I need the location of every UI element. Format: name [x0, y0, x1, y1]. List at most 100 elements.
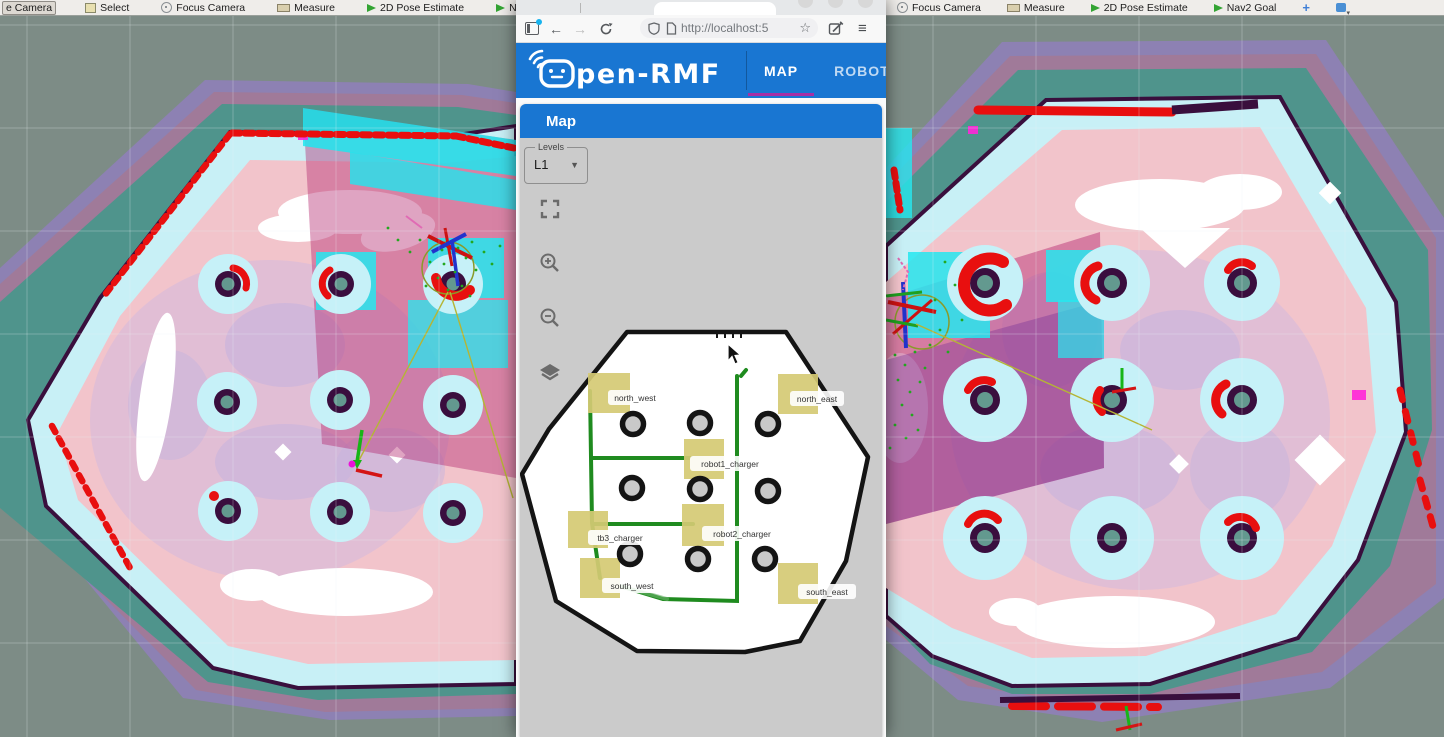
door-ticks: [716, 331, 742, 338]
tool-label: Measure: [1023, 1, 1065, 14]
laser-scan-right: [890, 105, 1438, 711]
waypoint-label[interactable]: south_west: [602, 578, 662, 593]
open-rmf-logo: pen-RMF: [528, 49, 721, 90]
waypoint-label[interactable]: north_east: [790, 391, 844, 406]
page-icon[interactable]: [666, 21, 677, 35]
measure-tool[interactable]: Measure: [274, 1, 338, 15]
tabs-divider: [746, 51, 747, 90]
waypoint-label[interactable]: tb3_charger: [588, 530, 652, 545]
costmap-right-layers: [886, 40, 1444, 732]
bookmark-star-icon[interactable]: ☆: [799, 20, 811, 35]
rmf-nav-tabs: MAP ROBOTS: [746, 43, 886, 98]
particle-cloud-left: [386, 226, 502, 298]
fullscreen-button[interactable]: [537, 196, 563, 222]
move-camera-tool[interactable]: e Camera: [2, 0, 57, 15]
svg-text:robot2_charger: robot2_charger: [713, 529, 771, 539]
tool-label: 2D Pose Estimate: [380, 1, 465, 14]
layers-icon: [540, 364, 560, 381]
svg-text:robot1_charger: robot1_charger: [701, 459, 759, 469]
zoom-out-button[interactable]: [537, 305, 563, 331]
particle-cloud-right: [888, 260, 964, 450]
mouse-cursor: [727, 342, 742, 365]
svg-text:tb3_charger: tb3_charger: [597, 533, 643, 543]
shield-icon[interactable]: [648, 21, 660, 35]
measure-tool[interactable]: Measure: [1004, 1, 1068, 15]
svg-text:south_east: south_east: [806, 587, 848, 597]
pose-estimate-tool[interactable]: 2D Pose Estimate: [1088, 1, 1191, 15]
robot-marker-left: [386, 215, 502, 298]
rviz-canvas-left[interactable]: [0, 0, 516, 737]
waypoint-label[interactable]: north_west: [608, 390, 662, 405]
tool-label: e Camera: [6, 1, 53, 14]
free-space-blobs: [886, 174, 1346, 648]
waypoint-label[interactable]: robot1_charger: [690, 456, 770, 471]
pose-estimate-tool[interactable]: 2D Pose Estimate: [364, 1, 467, 15]
window-maximize-button[interactable]: [828, 0, 843, 8]
green-arrow-icon: [496, 3, 506, 12]
planned-path-right: [915, 323, 1153, 431]
focus-camera-tool[interactable]: Focus Camera: [158, 1, 248, 15]
zoom-in-button[interactable]: [537, 250, 563, 276]
green-arrow-icon: [1090, 3, 1100, 12]
pillars-left: [197, 254, 483, 543]
blue-square-icon: ▾: [1335, 3, 1350, 17]
extension-icon[interactable]: [828, 21, 844, 36]
goal-pose-marker-left: [348, 429, 383, 478]
zoom-out-icon: [540, 308, 559, 327]
active-browser-tab[interactable]: [654, 2, 776, 15]
measure-icon: [1006, 3, 1020, 12]
map-panel-header: Map: [520, 104, 882, 138]
tool-label: Select: [100, 1, 130, 14]
map-panel: Map Levels L1 ▼: [520, 104, 882, 737]
focus-camera-icon: [897, 2, 908, 13]
plus-icon: +: [1302, 0, 1310, 15]
browser-tab-bar: [516, 0, 886, 15]
level-value: L1: [534, 157, 549, 172]
address-bar[interactable]: http://localhost:5 ☆: [640, 18, 818, 38]
nav2-goal-tool[interactable]: Nav2 Goal: [1211, 1, 1280, 15]
menu-icon[interactable]: ≡: [858, 20, 867, 37]
green-arrow-icon: [367, 3, 377, 12]
layers-button[interactable]: [537, 360, 563, 386]
select-tool[interactable]: Select: [82, 1, 132, 15]
rviz-window-right: Focus Camera Measure 2D Pose Estimate Na…: [886, 0, 1444, 737]
rmf-app-bar: pen-RMF MAP ROBOTS: [516, 43, 886, 98]
levels-select[interactable]: Levels L1 ▼: [524, 142, 588, 184]
remove-tool-button[interactable]: ▾: [1333, 1, 1350, 17]
measure-icon: [277, 3, 291, 12]
reload-icon[interactable]: [599, 22, 613, 36]
logo-text: pen-RMF: [576, 59, 721, 90]
add-tool-button[interactable]: +: [1299, 1, 1313, 15]
chevron-down-icon: ▾: [1346, 10, 1350, 17]
green-arrow-icon: [1213, 3, 1223, 12]
tf-marker-right: [1111, 368, 1137, 394]
floorplan-pillars: [616, 409, 782, 573]
window-close-button[interactable]: [858, 0, 873, 8]
rviz-toolbar-left: e Camera Select Focus Camera Measure 2D …: [0, 0, 598, 16]
costmap-left-layers: [0, 80, 516, 720]
rviz-toolbar-right: Focus Camera Measure 2D Pose Estimate Na…: [886, 0, 1444, 17]
waypoint-label[interactable]: robot2_charger: [702, 526, 782, 541]
url-text[interactable]: http://localhost:5: [681, 21, 769, 35]
tab-map[interactable]: MAP: [746, 43, 816, 98]
zoom-in-icon: [540, 253, 559, 272]
waypoint-labels: north_west north_east robot1_charger rob…: [588, 390, 856, 599]
tool-label: Measure: [294, 1, 336, 14]
rmf-page: Map Levels L1 ▼: [516, 98, 886, 737]
focus-camera-icon: [161, 2, 173, 13]
costmap-left: [0, 0, 516, 737]
back-button[interactable]: ←: [549, 20, 563, 37]
floorplan-map[interactable]: north_west north_east robot1_charger rob…: [520, 138, 882, 737]
forward-button[interactable]: →: [573, 20, 587, 37]
rviz-canvas-right[interactable]: [886, 0, 1444, 737]
costmap-right: [886, 0, 1444, 737]
tab-robots[interactable]: ROBOTS: [834, 62, 886, 79]
chevron-down-icon: ▼: [570, 160, 579, 170]
sidebar-icon[interactable]: [525, 19, 542, 35]
focus-camera-tool[interactable]: Focus Camera: [894, 1, 984, 15]
window-minimize-button[interactable]: [798, 0, 813, 8]
tf-marker-right-bottom: [1115, 705, 1143, 732]
browser-toolbar: ← → http://localhost:5 ☆ ≡: [516, 15, 886, 43]
waypoint-label[interactable]: south_east: [798, 584, 856, 599]
